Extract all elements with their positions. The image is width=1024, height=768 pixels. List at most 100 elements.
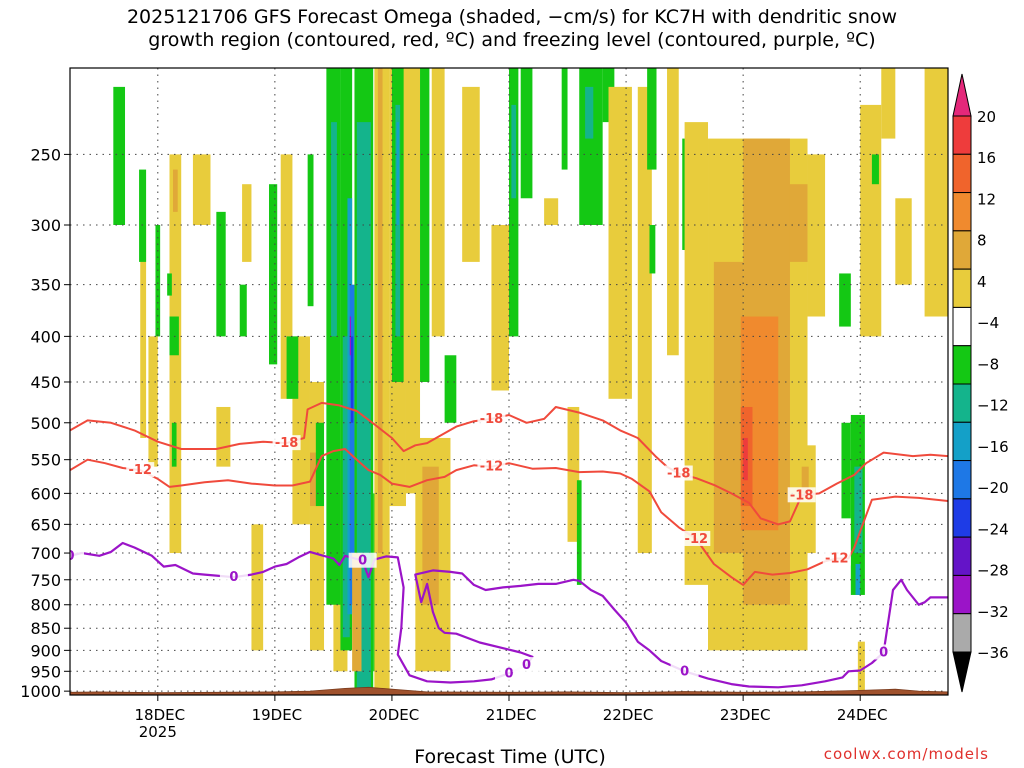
isotherm-minus18-line	[70, 401, 948, 526]
omega-region	[509, 68, 519, 337]
omega-region	[871, 154, 879, 185]
freezing-level-line-label: 0	[358, 554, 367, 569]
omega-region	[309, 452, 320, 507]
colorbar-swatch	[952, 115, 972, 155]
isotherm-minus18-line-label-bg	[477, 410, 506, 426]
x-tick-label: 20DEC	[369, 706, 420, 724]
isotherm-minus12-line-label-bg	[477, 458, 506, 474]
omega-region	[356, 122, 371, 692]
freezing-level-line-label-bg	[348, 552, 377, 568]
colorbar-label: 20	[977, 108, 996, 126]
freezing-level-line-label: 0	[229, 570, 238, 585]
x-tick-label: 21DEC	[486, 706, 537, 724]
omega-region	[377, 68, 383, 554]
omega-region	[854, 466, 863, 554]
omega-region	[444, 355, 457, 423]
isotherm-minus18-line-label: -18	[275, 436, 299, 451]
omega-region	[350, 336, 354, 423]
omega-region	[422, 466, 439, 605]
omega-region	[239, 284, 247, 337]
omega-region	[216, 406, 231, 467]
colorbar: 20 16 12 8 4 −4 −8 −12 −16 −20 −24 −28 −32 −36	[952, 73, 1009, 693]
freezing-level-line-label: 0	[522, 658, 531, 673]
freezing-level-line-label: 0	[504, 666, 513, 681]
omega-region	[511, 104, 517, 199]
omega-region	[924, 68, 948, 317]
omega-region	[251, 524, 264, 651]
colorbar-label: −12	[977, 397, 1009, 415]
omega-region	[171, 422, 177, 467]
isotherm-minus12-line-label-bg	[126, 462, 155, 478]
omega-region	[713, 261, 744, 554]
omega-region	[192, 154, 211, 225]
colorbar-label: −36	[977, 644, 1009, 662]
isotherm-minus18-line-label-bg	[272, 435, 301, 451]
colorbar-top-arrow	[952, 73, 972, 117]
omega-region	[216, 211, 226, 337]
freezing-level-line-label: 0	[65, 549, 74, 564]
colorbar-label: −24	[977, 520, 1009, 538]
y-tick-label: 650	[30, 515, 61, 534]
omega-region	[637, 86, 652, 554]
isotherm-minus18-line-label: -18	[480, 412, 504, 427]
terrain-layer	[70, 686, 948, 695]
isotherm-minus18-line-label: -18	[667, 467, 691, 482]
omega-region	[801, 466, 809, 494]
omega-region	[286, 336, 299, 399]
y-tick-label: 600	[30, 484, 61, 503]
omega-region	[405, 68, 421, 494]
omega-region	[113, 86, 126, 225]
colorbar-swatch	[952, 421, 972, 462]
y-tick-label: 950	[30, 662, 61, 681]
omega-region	[576, 480, 582, 585]
chart-title-line1: 2025121706 GFS Forecast Omega (shaded, −…	[126, 6, 898, 28]
y-tick-label: 750	[30, 571, 61, 590]
isotherm-minus12-line-label: -12	[480, 460, 504, 475]
x-tick-label: 18DEC	[135, 706, 186, 724]
omega-region	[649, 224, 656, 274]
colorbar-label: −28	[977, 562, 1009, 580]
y-tick-label: 850	[30, 619, 61, 638]
isotherm-minus12-line-label: -12	[685, 532, 709, 547]
omega-region	[309, 381, 325, 651]
isotherm-minus18-line-label-bg	[664, 465, 693, 481]
freezing-level-line-label-bg	[670, 663, 699, 679]
y-tick-label: 700	[30, 544, 61, 563]
y-tick-label: 300	[30, 216, 61, 235]
colorbar-bottom-arrow	[952, 651, 972, 693]
colorbar-swatch	[952, 613, 972, 653]
omega-region	[431, 68, 445, 337]
credit-text: coolwx.com/models	[823, 745, 989, 763]
colorbar-swatch	[952, 268, 972, 308]
chart-title: 2025121706 GFS Forecast Omega (shaded, −…	[0, 6, 1024, 52]
isotherm-minus18-line-label: -18	[790, 488, 814, 503]
freezing-level-line	[70, 541, 948, 689]
omega-region	[349, 284, 355, 605]
y-tick-label: 450	[30, 373, 61, 392]
colorbar-swatch	[952, 230, 972, 270]
colorbar-label: −16	[977, 438, 1009, 456]
omega-region	[155, 224, 161, 337]
x-tick-sublabel: 2025	[139, 723, 177, 741]
omega-region	[567, 406, 580, 542]
x-tick-label: 24DEC	[837, 706, 888, 724]
freezing-level-line-label-bg	[70, 547, 84, 563]
omega-region	[684, 122, 709, 585]
omega-region	[173, 169, 178, 212]
omega-region	[280, 154, 293, 399]
omega-region	[743, 437, 748, 481]
omega-region	[608, 86, 632, 399]
colorbar-swatch	[952, 153, 972, 194]
isotherm-minus12-line-label-bg	[682, 530, 711, 546]
freezing-level-line-label-bg	[219, 569, 248, 585]
omega-region	[491, 224, 509, 391]
freezing-level-line-label: 0	[879, 645, 888, 660]
omega-region	[148, 336, 158, 467]
y-tick-label: 1000	[20, 682, 61, 701]
x-tick-label: 23DEC	[720, 706, 771, 724]
grid-lines	[70, 68, 948, 695]
omega-region	[841, 422, 851, 519]
colorbar-label: −32	[977, 603, 1009, 621]
